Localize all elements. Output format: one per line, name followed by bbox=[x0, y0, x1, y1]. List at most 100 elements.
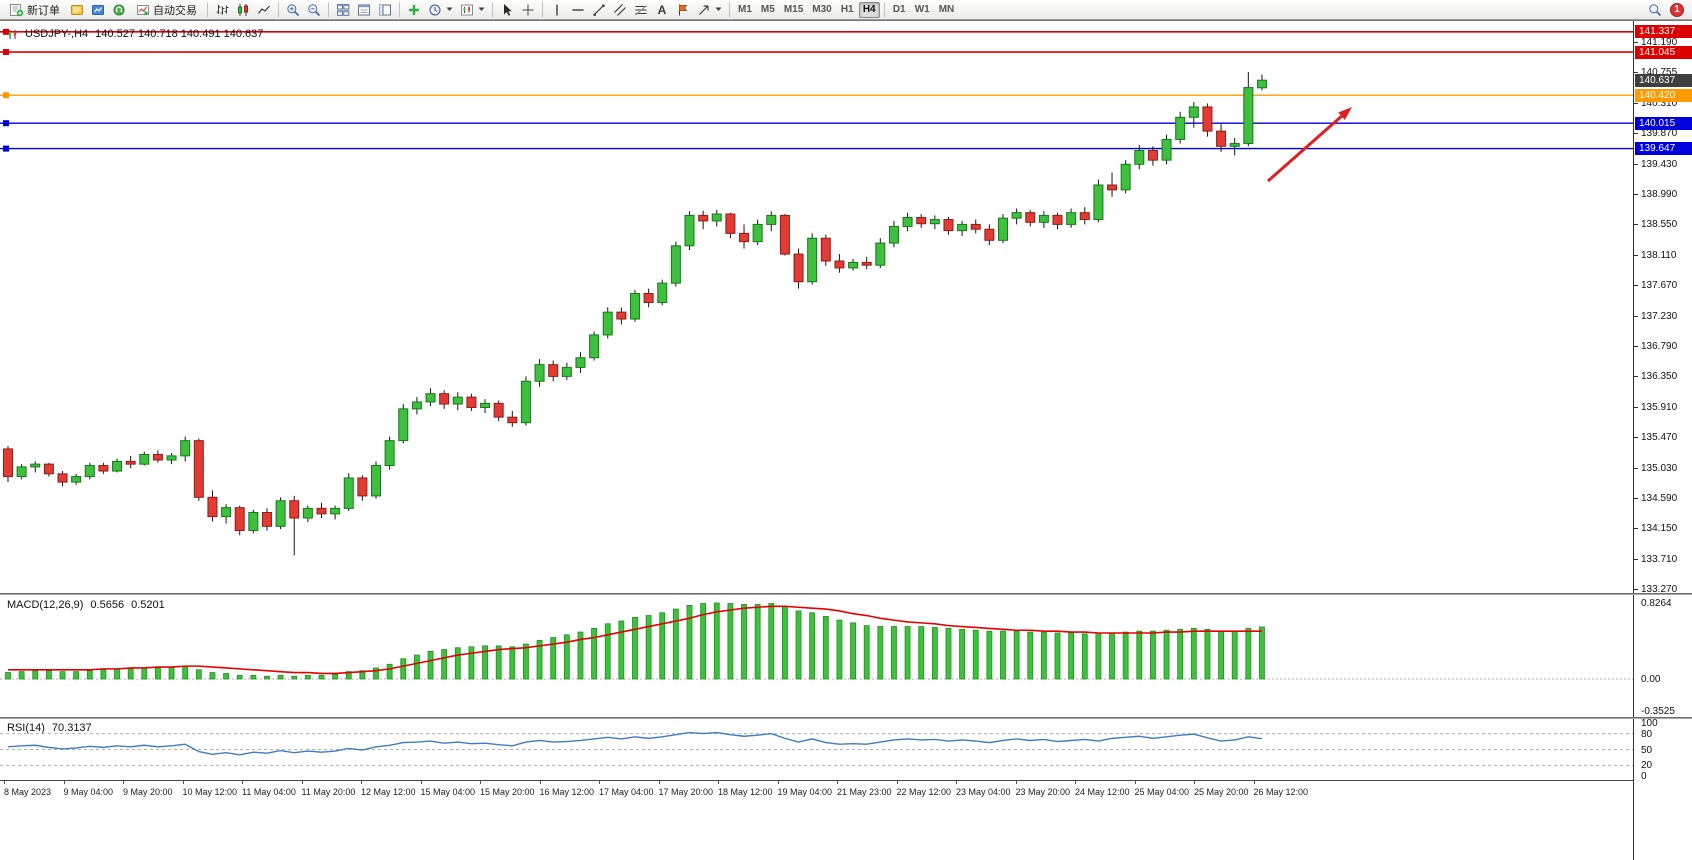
price-line-handle[interactable] bbox=[3, 120, 9, 127]
toolbar-separator bbox=[729, 2, 730, 17]
price-line-handle[interactable] bbox=[3, 28, 9, 35]
macd-signal-line bbox=[8, 605, 1262, 675]
crosshair-button[interactable] bbox=[518, 1, 538, 19]
crosshair-icon bbox=[522, 4, 534, 15]
price-line-label: 141.045 bbox=[1635, 45, 1692, 59]
publish-icon bbox=[92, 4, 104, 15]
toolbar-separator bbox=[399, 2, 400, 17]
toolbar-separator bbox=[278, 2, 279, 17]
horizontal-line-icon bbox=[572, 8, 584, 11]
price-tick-label: 133.710 bbox=[1641, 553, 1678, 565]
price-lines-layer bbox=[0, 28, 1633, 152]
chart-window: USDJPY-,H4 140.527 140.718 140.491 140.6… bbox=[0, 20, 1692, 860]
line-chart-button[interactable] bbox=[254, 1, 274, 19]
timeframe-mn-button[interactable]: MN bbox=[935, 2, 959, 18]
data-window-button[interactable] bbox=[354, 1, 374, 19]
time-axis[interactable]: 8 May 2023 9 May 04:00 9 May 20:00 10 May 1… bbox=[0, 780, 1633, 802]
label-button[interactable] bbox=[673, 1, 693, 19]
pane-splitter[interactable] bbox=[0, 593, 1692, 595]
navigator-button[interactable] bbox=[375, 1, 395, 19]
arrow-tool-icon bbox=[699, 4, 709, 15]
price-line-handle[interactable] bbox=[3, 145, 9, 152]
text-button[interactable]: A bbox=[652, 1, 672, 19]
indicators-button[interactable] bbox=[404, 1, 424, 19]
price-axis-dash bbox=[1634, 558, 1638, 560]
time-tick-label: 12 May 12:00 bbox=[361, 787, 416, 797]
bar-chart-button[interactable] bbox=[212, 1, 232, 19]
templates-dropdown[interactable] bbox=[457, 1, 488, 19]
candlestick-chart-button[interactable] bbox=[233, 1, 253, 19]
timeframe-h1-button[interactable]: H1 bbox=[837, 2, 858, 18]
price-axis-dash bbox=[1634, 406, 1638, 408]
arrow-tools-dropdown[interactable] bbox=[694, 1, 725, 19]
macd-scale-label: 0.00 bbox=[1641, 674, 1661, 685]
vertical-line-button[interactable] bbox=[547, 1, 567, 19]
macd-canvas[interactable] bbox=[0, 595, 1633, 717]
new-order-label: 新订单 bbox=[27, 4, 60, 17]
time-axis-tick bbox=[837, 781, 838, 784]
time-tick-label: 11 May 04:00 bbox=[242, 787, 296, 797]
price-axis-dash bbox=[1634, 72, 1638, 74]
autotrading-button[interactable]: 自动交易 bbox=[130, 1, 203, 19]
toolbar-separator bbox=[883, 2, 885, 17]
price-tick-label: 139.430 bbox=[1641, 158, 1678, 170]
price-axis-dash bbox=[1634, 285, 1638, 287]
zoom-in-button[interactable] bbox=[283, 1, 303, 19]
timeframe-m15-button[interactable]: M15 bbox=[780, 2, 807, 18]
publish-button[interactable] bbox=[88, 1, 108, 19]
trendline-icon bbox=[593, 4, 605, 16]
price-tick-label: 137.230 bbox=[1641, 310, 1678, 322]
timeframe-d1-button[interactable]: D1 bbox=[889, 2, 910, 18]
time-tick-label: 15 May 20:00 bbox=[480, 787, 535, 797]
metaeditor-button[interactable] bbox=[67, 1, 87, 19]
macd-value: 0.5656 bbox=[90, 599, 125, 611]
price-line-handle[interactable] bbox=[3, 92, 9, 99]
time-axis-tick bbox=[718, 781, 719, 784]
autotrading-icon bbox=[137, 4, 149, 15]
timeframe-m1-button[interactable]: M1 bbox=[734, 2, 756, 18]
time-tick-label: 9 May 04:00 bbox=[63, 787, 114, 797]
ohlc-values: 140.527 140.718 140.491 140.637 bbox=[95, 28, 264, 40]
time-tick-label: 16 May 12:00 bbox=[539, 787, 595, 797]
price-line-label: 140.420 bbox=[1635, 88, 1692, 102]
zoom-out-icon bbox=[308, 3, 321, 16]
zoom-out-button[interactable] bbox=[304, 1, 324, 19]
pane-splitter[interactable] bbox=[0, 717, 1692, 719]
headset-button[interactable] bbox=[109, 1, 129, 19]
fibonacci-button[interactable] bbox=[631, 1, 651, 19]
trendline-button[interactable] bbox=[589, 1, 609, 19]
chevron-down-icon bbox=[715, 7, 722, 11]
price-axis-dash bbox=[1634, 254, 1638, 256]
timeframe-m30-button[interactable]: M30 bbox=[808, 2, 835, 18]
price-tick-label: 134.150 bbox=[1641, 523, 1678, 535]
periods-dropdown[interactable] bbox=[425, 1, 456, 19]
price-axis-dash bbox=[1634, 102, 1638, 104]
current-price-label: 140.637 bbox=[1635, 73, 1692, 87]
chart-title: USDJPY-,H4 140.527 140.718 140.491 140.6… bbox=[7, 28, 263, 40]
chevron-down-icon bbox=[478, 7, 485, 11]
tile-windows-button[interactable] bbox=[333, 1, 353, 19]
macd-scale-label: 0.8264 bbox=[1641, 597, 1672, 609]
channel-button[interactable] bbox=[610, 1, 630, 19]
macd-signal-value: 0.5201 bbox=[131, 599, 165, 611]
horizontal-line-button[interactable] bbox=[568, 1, 588, 19]
price-line-handle[interactable] bbox=[3, 49, 9, 56]
price-axis[interactable]: 141.190 140.755 140.310 139.870 139.430 138.9… bbox=[1633, 21, 1692, 860]
trend-arrow-annotation[interactable] bbox=[1267, 107, 1352, 183]
timeframe-m5-button[interactable]: M5 bbox=[757, 2, 779, 18]
time-tick-label: 23 May 04:00 bbox=[956, 787, 1011, 797]
toolbar-separator bbox=[328, 2, 329, 17]
price-line-label: 140.015 bbox=[1635, 116, 1692, 130]
notification-badge[interactable]: 1 bbox=[1670, 2, 1684, 17]
timeframe-w1-button[interactable]: W1 bbox=[911, 2, 934, 18]
price-tick-label: 133.270 bbox=[1641, 584, 1678, 596]
search-button[interactable] bbox=[1645, 1, 1665, 19]
new-order-button[interactable]: 新订单 bbox=[3, 1, 66, 19]
rsi-canvas[interactable] bbox=[0, 719, 1633, 779]
timeframe-h4-button[interactable]: H4 bbox=[858, 1, 880, 18]
cursor-button[interactable] bbox=[497, 1, 517, 19]
time-tick-label: 8 May 2023 bbox=[4, 787, 52, 797]
time-tick-label: 24 May 12:00 bbox=[1075, 787, 1130, 797]
main-chart-canvas[interactable] bbox=[0, 22, 1633, 593]
